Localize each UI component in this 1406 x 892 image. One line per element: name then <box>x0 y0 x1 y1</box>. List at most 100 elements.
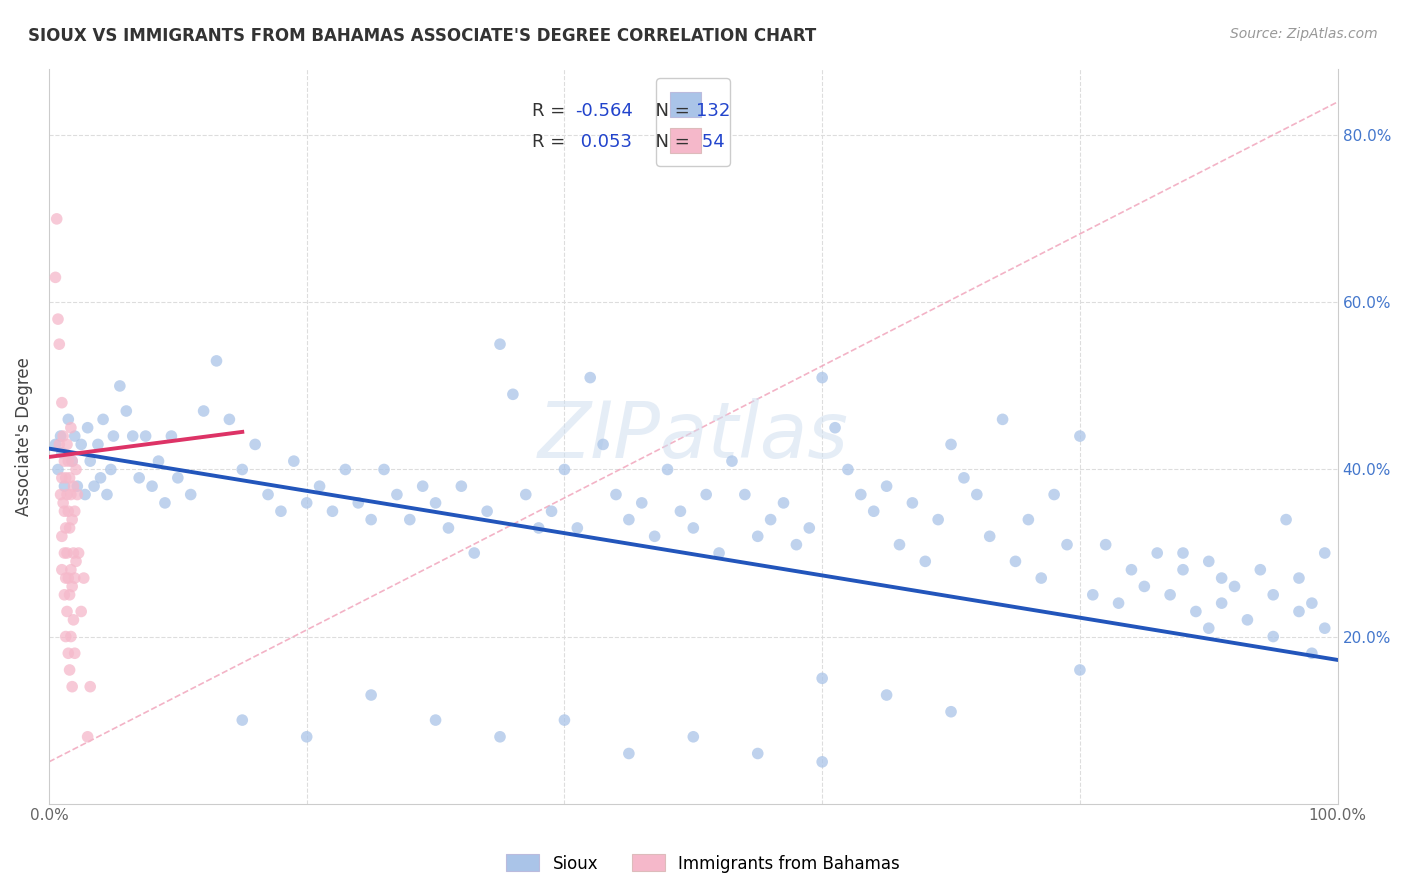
Point <box>65 554 87 568</box>
Text: 0.053: 0.053 <box>575 133 631 152</box>
Point <box>56 605 79 619</box>
Point <box>218 412 240 426</box>
Point <box>644 529 666 543</box>
Point <box>811 755 834 769</box>
Point <box>205 354 228 368</box>
Point <box>1108 596 1130 610</box>
Text: -0.564: -0.564 <box>575 102 633 120</box>
Point <box>1159 588 1181 602</box>
Legend: , : , <box>657 78 730 166</box>
Point <box>630 496 652 510</box>
Text: SIOUX VS IMMIGRANTS FROM BAHAMAS ASSOCIATE'S DEGREE CORRELATION CHART: SIOUX VS IMMIGRANTS FROM BAHAMAS ASSOCIA… <box>28 27 817 45</box>
Point <box>515 487 537 501</box>
Point <box>1171 563 1194 577</box>
Point <box>243 437 266 451</box>
Point <box>67 546 90 560</box>
Point <box>1185 605 1208 619</box>
Point <box>153 496 176 510</box>
Point <box>450 479 472 493</box>
Point <box>1081 588 1104 602</box>
Point <box>1313 621 1336 635</box>
Point <box>55 630 77 644</box>
Point <box>51 471 73 485</box>
Point <box>617 747 640 761</box>
Point <box>1301 596 1323 610</box>
Point <box>682 730 704 744</box>
Point <box>425 496 447 510</box>
Point <box>257 487 280 501</box>
Point <box>66 487 89 501</box>
Point <box>799 521 821 535</box>
Point <box>824 421 846 435</box>
Point <box>115 404 138 418</box>
Point <box>62 479 84 493</box>
Point <box>385 487 408 501</box>
Text: R =: R = <box>533 102 571 120</box>
Point <box>540 504 562 518</box>
Point <box>1288 571 1310 585</box>
Point <box>1198 621 1220 635</box>
Point <box>747 747 769 761</box>
Point <box>51 529 73 543</box>
Point <box>53 504 76 518</box>
Point <box>927 513 949 527</box>
Point <box>321 504 343 518</box>
Point <box>59 563 82 577</box>
Point <box>811 370 834 384</box>
Point <box>695 487 717 501</box>
Point <box>49 487 72 501</box>
Point <box>682 521 704 535</box>
Point <box>76 730 98 744</box>
Point <box>63 646 86 660</box>
Text: N =: N = <box>644 133 696 152</box>
Point <box>56 437 79 451</box>
Point <box>59 630 82 644</box>
Point <box>901 496 924 510</box>
Point <box>1121 563 1143 577</box>
Point <box>141 479 163 493</box>
Point <box>1133 579 1156 593</box>
Point <box>425 713 447 727</box>
Point <box>44 437 66 451</box>
Point <box>70 605 93 619</box>
Text: 54: 54 <box>696 133 724 152</box>
Point <box>65 462 87 476</box>
Point <box>193 404 215 418</box>
Point <box>1031 571 1053 585</box>
Point <box>53 546 76 560</box>
Point <box>1223 579 1246 593</box>
Text: N =: N = <box>644 102 696 120</box>
Point <box>489 337 512 351</box>
Point <box>70 437 93 451</box>
Point <box>747 529 769 543</box>
Point <box>553 462 575 476</box>
Point <box>889 538 911 552</box>
Point <box>100 462 122 476</box>
Point <box>51 395 73 409</box>
Point <box>991 412 1014 426</box>
Point <box>657 462 679 476</box>
Point <box>79 454 101 468</box>
Point <box>605 487 627 501</box>
Point <box>979 529 1001 543</box>
Point <box>63 571 86 585</box>
Point <box>58 521 80 535</box>
Point <box>617 513 640 527</box>
Point <box>1275 513 1298 527</box>
Point <box>966 487 988 501</box>
Point <box>128 471 150 485</box>
Point <box>1004 554 1026 568</box>
Point <box>592 437 614 451</box>
Point <box>437 521 460 535</box>
Point <box>939 437 962 451</box>
Point <box>734 487 756 501</box>
Text: ZIPatlas: ZIPatlas <box>538 398 849 474</box>
Point <box>1069 429 1091 443</box>
Point <box>707 546 730 560</box>
Point <box>60 513 83 527</box>
Point <box>56 546 79 560</box>
Point <box>862 504 884 518</box>
Point <box>51 563 73 577</box>
Point <box>108 379 131 393</box>
Point <box>914 554 936 568</box>
